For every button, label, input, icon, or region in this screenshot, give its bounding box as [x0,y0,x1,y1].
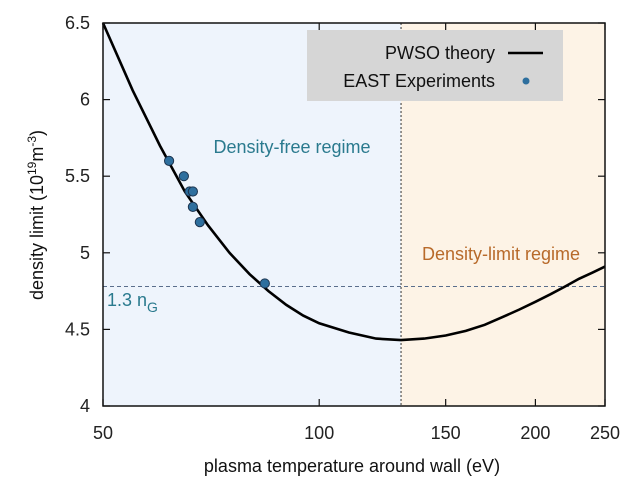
east-experiment-point [187,201,198,212]
axis-ticks: 50 100 150 200 250 4 4.5 5 5.5 6 6.5 [65,13,620,443]
y-tick-label: 5 [80,243,90,263]
y-axis-label: density limit (1019m-3) [25,130,47,300]
east-experiment-point [259,278,270,289]
east-experiment-point [194,217,205,228]
x-tick-label: 100 [304,423,334,443]
east-experiment-point [178,171,189,182]
y-tick-label: 5.5 [65,166,90,186]
plot-frame [102,22,606,407]
y-tick-label: 6.5 [65,13,90,33]
reference-line-label: 1.3 nG [107,290,158,315]
x-tick-label: 50 [93,423,113,443]
east-experiment-point [187,186,198,197]
y-tick-label: 6 [80,90,90,110]
x-tick-label: 200 [520,423,550,443]
legend-box [307,30,563,101]
series-line-pwso-theory [101,22,606,342]
legend-label-east-experiments: EAST Experiments [343,71,495,91]
series-points-east-experiments [163,155,270,289]
region-label-density-limit: Density-limit regime [422,244,580,264]
legend-marker-east-experiments [522,77,530,85]
y-tick-label: 4 [80,396,90,416]
x-axis-label: plasma temperature around wall (eV) [204,456,500,476]
east-experiment-point [163,155,175,166]
y-tick-label: 4.5 [65,319,90,339]
x-tick-label: 250 [590,423,620,443]
legend: PWSO theory EAST Experiments [307,30,563,101]
x-tick-label: 150 [431,423,461,443]
legend-label-pwso-theory: PWSO theory [385,43,495,63]
region-label-density-free: Density-free regime [213,137,370,157]
